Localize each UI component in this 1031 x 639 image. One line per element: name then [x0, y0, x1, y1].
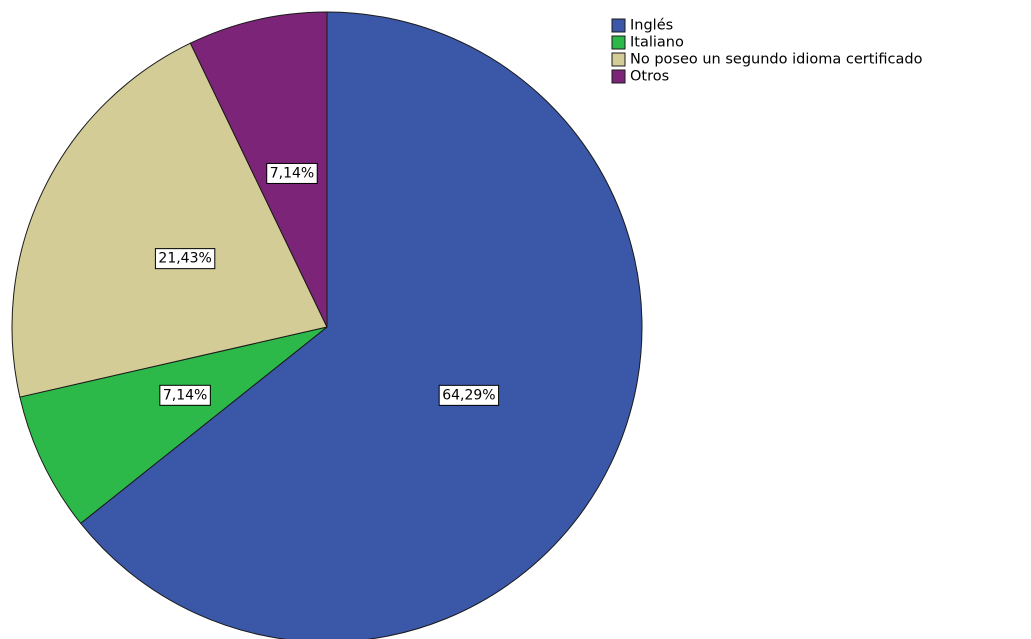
legend-swatch [611, 52, 626, 67]
legend-swatch [611, 69, 626, 84]
legend-item-italiano: Italiano [611, 35, 684, 51]
legend-swatch [611, 35, 626, 50]
pie-data-labels: 64,29% 7,14% 21,43% 7,14% [154, 162, 500, 406]
pie-slice-italiano [19, 326, 328, 525]
pie-slice-no-poseo-un-segundo-idioma-certificado [11, 42, 328, 398]
pie-slice-ingles [79, 11, 643, 639]
legend-swatch [611, 18, 626, 33]
data-label-no-poseo-un-segundo-idioma-certificado: 21,43% [154, 248, 216, 270]
data-label-text: 7,14% [270, 165, 314, 181]
data-label-box [266, 162, 318, 184]
legend-label: Inglés [630, 18, 673, 34]
data-label-italiano: 7,14% [159, 384, 211, 406]
data-label-text: 7,14% [163, 387, 207, 403]
legend-item-otros: Otros [611, 69, 669, 85]
legend-item-no-poseo-un-segundo-idioma-certificado: No poseo un segundo idioma certificado [611, 52, 923, 68]
legend-label: No poseo un segundo idioma certificado [630, 52, 923, 68]
legend-item-ingles: Inglés [611, 18, 673, 34]
data-label-box [159, 384, 211, 406]
data-label-box [154, 248, 216, 270]
pie-slices [11, 11, 643, 639]
data-label-text: 21,43% [158, 251, 211, 267]
data-label-ingles: 64,29% [438, 384, 500, 406]
legend-label: Italiano [630, 35, 684, 51]
data-label-otros: 7,14% [266, 162, 318, 184]
data-label-text: 64,29% [442, 387, 495, 403]
data-label-box [438, 384, 500, 406]
legend-label: Otros [630, 69, 669, 85]
pie-slice-otros [189, 11, 328, 328]
